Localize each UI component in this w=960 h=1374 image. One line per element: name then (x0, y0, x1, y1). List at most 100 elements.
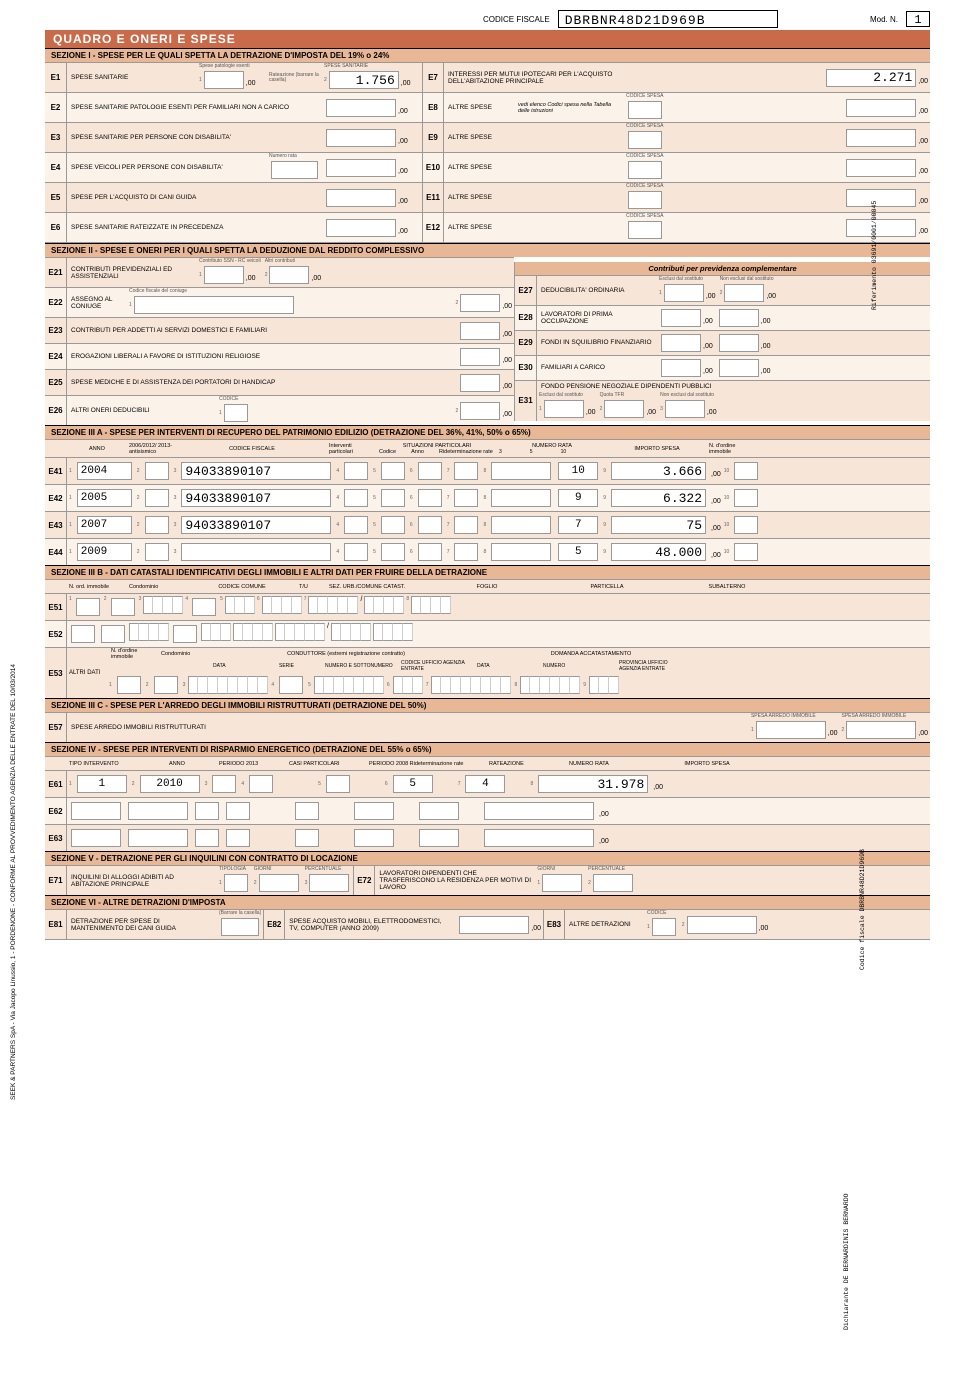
E43-4[interactable] (344, 516, 368, 534)
E42-2[interactable] (145, 489, 169, 507)
E57-f1[interactable] (756, 721, 826, 739)
E26-f[interactable] (460, 402, 500, 420)
E71-1[interactable] (224, 874, 248, 892)
E42-5[interactable] (381, 489, 405, 507)
E41-2[interactable] (145, 462, 169, 480)
E10-code[interactable] (628, 161, 662, 179)
E41-anno[interactable]: 2004 (77, 462, 132, 480)
E61-nr[interactable]: 4 (465, 775, 505, 793)
E43-cf[interactable]: 94033890107 (181, 516, 331, 534)
E63-3[interactable] (195, 829, 219, 847)
E51-cc[interactable] (143, 596, 183, 614)
E28-f1[interactable] (661, 309, 701, 327)
E62-1[interactable] (71, 802, 121, 820)
E44-r[interactable]: 5 (558, 543, 598, 561)
E44-anno[interactable]: 2009 (77, 543, 132, 561)
E63-6[interactable] (354, 829, 394, 847)
E63-7[interactable] (419, 829, 459, 847)
E12-code[interactable] (628, 221, 662, 239)
E2-field[interactable] (326, 99, 396, 117)
E63-5[interactable] (295, 829, 319, 847)
E44-4[interactable] (344, 543, 368, 561)
E82-f[interactable] (459, 916, 529, 934)
E62-6[interactable] (354, 802, 394, 820)
E31-f2[interactable] (604, 400, 644, 418)
E51-7[interactable] (308, 596, 358, 614)
E27-f1[interactable] (664, 284, 704, 302)
E53-6[interactable] (393, 676, 423, 694)
E51-7b[interactable] (364, 596, 404, 614)
E63-4[interactable] (226, 829, 250, 847)
E52-2[interactable] (101, 625, 125, 643)
E12-field[interactable] (846, 219, 916, 237)
E72-1[interactable] (542, 874, 582, 892)
E41-10[interactable] (734, 462, 758, 480)
E41-4[interactable] (344, 462, 368, 480)
E61-anno[interactable]: 2010 (140, 775, 200, 793)
E41-r[interactable]: 10 (558, 462, 598, 480)
E25-f[interactable] (460, 374, 500, 392)
E22-cf[interactable] (134, 296, 294, 314)
E1-field1[interactable] (204, 71, 244, 89)
E44-6[interactable] (418, 543, 442, 561)
E42-anno[interactable]: 2005 (77, 489, 132, 507)
E63-1[interactable] (71, 829, 121, 847)
E53-9[interactable] (589, 676, 619, 694)
mod-number[interactable]: 1 (906, 11, 930, 27)
E71-2[interactable] (259, 874, 299, 892)
E41-6[interactable] (418, 462, 442, 480)
E44-10[interactable] (734, 543, 758, 561)
E51-5[interactable] (225, 596, 255, 614)
E42-cf[interactable]: 94033890107 (181, 489, 331, 507)
E24-f[interactable] (460, 348, 500, 366)
E43-6[interactable] (418, 516, 442, 534)
E51-4[interactable] (192, 598, 216, 616)
E81-chk[interactable] (221, 918, 259, 936)
E62-8[interactable] (484, 802, 594, 820)
E4-nr[interactable] (271, 161, 318, 179)
E8-code[interactable] (628, 101, 662, 119)
E52-7[interactable] (275, 623, 325, 641)
E41-5[interactable] (381, 462, 405, 480)
E42-6[interactable] (418, 489, 442, 507)
E41-7[interactable] (454, 462, 478, 480)
E52-cc[interactable] (129, 623, 169, 641)
E9-code[interactable] (628, 131, 662, 149)
E61-rate[interactable]: 5 (393, 775, 433, 793)
E29-f1[interactable] (661, 334, 701, 352)
E52-8[interactable] (373, 623, 413, 641)
E21-f1[interactable] (204, 266, 244, 284)
E44-8[interactable] (491, 543, 551, 561)
E1-field2[interactable]: 1.756 (329, 71, 399, 89)
E44-cf[interactable] (181, 543, 331, 561)
E51-1[interactable] (76, 598, 100, 616)
E51-8[interactable] (411, 596, 451, 614)
E31-f1[interactable] (544, 400, 584, 418)
E52-4[interactable] (173, 625, 197, 643)
E61-3[interactable] (212, 775, 236, 793)
E8-field[interactable] (846, 99, 916, 117)
E43-8[interactable] (491, 516, 551, 534)
cf-value-box[interactable]: DBRBNR48D21D969B (558, 10, 778, 28)
E63-8[interactable] (484, 829, 594, 847)
E22-f2[interactable] (460, 294, 500, 312)
E51-2[interactable] (111, 598, 135, 616)
E53-8[interactable] (520, 676, 580, 694)
E63-2[interactable] (128, 829, 188, 847)
E44-2[interactable] (145, 543, 169, 561)
E51-6[interactable] (262, 596, 302, 614)
E52-1[interactable] (71, 625, 95, 643)
E6-field[interactable] (326, 219, 396, 237)
E53-3[interactable] (188, 676, 268, 694)
E26-code[interactable] (224, 404, 248, 422)
E27-f2[interactable] (724, 284, 764, 302)
E43-5[interactable] (381, 516, 405, 534)
E62-7[interactable] (419, 802, 459, 820)
E57-f2[interactable] (846, 721, 916, 739)
E5-field[interactable] (326, 189, 396, 207)
E30-f1[interactable] (661, 359, 701, 377)
E42-imp[interactable]: 6.322 (611, 489, 706, 507)
E52-6[interactable] (233, 623, 273, 641)
E44-imp[interactable]: 48.000 (611, 543, 706, 561)
E3-field[interactable] (326, 129, 396, 147)
